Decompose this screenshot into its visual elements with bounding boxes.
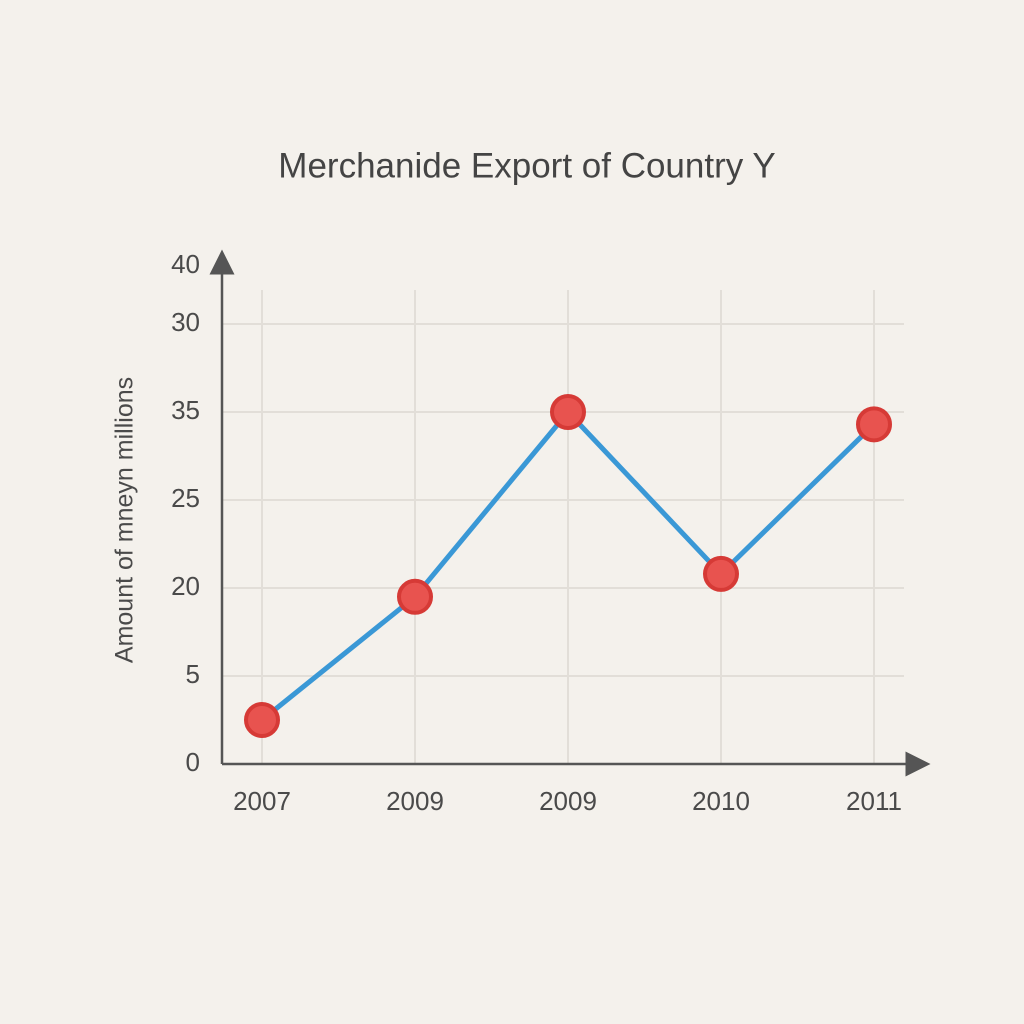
x-tick-label: 2009 bbox=[386, 786, 444, 816]
y-tick-label: 5 bbox=[186, 659, 200, 689]
marker bbox=[244, 702, 280, 738]
marker bbox=[703, 555, 739, 592]
y-tick-label: 30 bbox=[171, 307, 200, 337]
y-tick-label: 40 bbox=[171, 249, 200, 279]
marker bbox=[550, 394, 586, 430]
y-tick-label: 0 bbox=[186, 747, 200, 777]
marker bbox=[856, 406, 892, 443]
marker bbox=[397, 578, 433, 615]
x-tick-label: 2011 bbox=[846, 786, 902, 816]
x-tick-label: 2009 bbox=[539, 786, 597, 816]
x-tick-label: 2010 bbox=[692, 786, 750, 816]
y-tick-label: 35 bbox=[171, 395, 200, 425]
y-axis-label: Amount of mneyn millions bbox=[111, 377, 139, 663]
chart-title: Merchanide Export of Country Y bbox=[278, 146, 775, 185]
y-tick-label: 20 bbox=[171, 571, 200, 601]
x-tick-label: 2007 bbox=[233, 786, 291, 816]
grid bbox=[222, 290, 904, 764]
y-tick-label: 25 bbox=[171, 483, 200, 513]
